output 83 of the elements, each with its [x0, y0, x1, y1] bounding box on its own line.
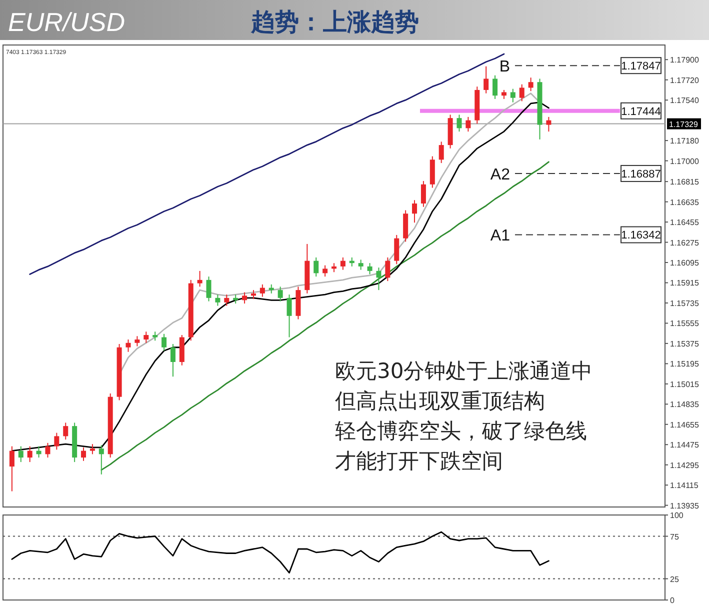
- candlestick: [126, 339, 131, 352]
- candlestick: [45, 442, 50, 458]
- ref-line-label: 1.16887: [621, 168, 661, 180]
- ref-line-label: 1.17847: [621, 60, 661, 73]
- candlestick: [492, 74, 498, 100]
- candlestick: [162, 333, 167, 352]
- y-tick-label: 1.15195: [670, 360, 700, 369]
- y-tick-label: 1.16635: [670, 198, 700, 207]
- y-tick-label: 1.16275: [670, 238, 700, 248]
- annotation: 才能打开下跌空间: [335, 449, 503, 473]
- y-tick-label: 1.14655: [670, 420, 700, 430]
- candlestick: [81, 446, 86, 462]
- y-tick-label: 1.15915: [670, 278, 700, 288]
- candlestick: [63, 422, 68, 440]
- y-tick-label: 100: [670, 511, 684, 520]
- candlestick: [466, 116, 471, 132]
- y-tick-label: 1.14115: [670, 481, 699, 490]
- candlestick: [278, 286, 283, 302]
- annotation: 欧元30分钟处于上涨通道中: [335, 359, 593, 383]
- y-tick-label: 1.13935: [670, 501, 700, 510]
- candlestick: [358, 259, 364, 270]
- candlestick: [456, 114, 462, 132]
- y-tick-label: 1.15735: [670, 298, 700, 308]
- candlestick: [27, 446, 32, 463]
- candlestick: [242, 292, 248, 304]
- candlestick: [420, 180, 426, 208]
- candlestick: [412, 200, 418, 224]
- candlestick: [510, 88, 516, 103]
- candlestick: [224, 294, 230, 306]
- candlestick: [314, 256, 319, 278]
- candlestick: [286, 294, 292, 338]
- candlestick: [90, 444, 95, 455]
- y-tick-label: 1.17180: [670, 136, 700, 146]
- y-tick-label: 1.17000: [670, 156, 700, 166]
- candlestick: [519, 84, 524, 102]
- candlestick: [438, 141, 444, 164]
- candlestick: [9, 446, 14, 492]
- annotation: A1: [490, 228, 510, 245]
- ref-line-label: 1.16342: [621, 230, 661, 242]
- line-series: [11, 531, 550, 574]
- candlestick: [260, 284, 265, 298]
- ref-line-label: 1.17444: [621, 106, 661, 118]
- y-tick-label: 75: [670, 532, 680, 542]
- candlestick: [170, 344, 176, 378]
- y-tick-label: 1.16815: [670, 178, 700, 187]
- candlestick: [528, 77, 534, 92]
- candlestick: [376, 267, 382, 291]
- candlestick: [385, 256, 390, 282]
- candlestick: [484, 66, 489, 94]
- annotation: A2: [490, 166, 510, 184]
- candlestick: [98, 444, 104, 475]
- y-tick-label: 1.14295: [670, 460, 700, 470]
- y-tick-label: 1.15375: [670, 339, 700, 348]
- candlestick: [206, 276, 212, 302]
- annotation: B: [499, 58, 510, 76]
- annotation: 轻仓博弈空头，破了绿色线: [335, 419, 587, 443]
- candlestick: [18, 446, 24, 463]
- candlestick: [340, 256, 346, 270]
- y-tick-label: 1.14475: [670, 440, 700, 450]
- annotation: 但高点出现双重顶结构: [335, 389, 545, 413]
- y-tick-label: 25: [670, 574, 680, 584]
- y-tick-label: 1.17720: [670, 76, 700, 85]
- y-tick-label: 0: [670, 596, 675, 605]
- chart-title: EUR/USD: [8, 7, 126, 37]
- candlestick: [367, 262, 372, 275]
- y-tick-label: 1.16095: [670, 258, 700, 268]
- y-tick-label: 1.16455: [670, 218, 700, 228]
- y-tick-label: 1.14835: [670, 400, 700, 410]
- candlestick: [134, 336, 140, 347]
- candlestick: [394, 234, 400, 265]
- candlestick: [546, 116, 552, 132]
- y-tick-label: 1.17900: [670, 56, 700, 65]
- candlestick: [322, 264, 328, 278]
- candlestick: [215, 294, 220, 306]
- candlestick: [144, 331, 149, 344]
- y-tick-label: 1.15555: [670, 319, 700, 328]
- candlestick: [54, 432, 60, 450]
- candlestick: [36, 446, 42, 458]
- ref-line-label: 1.17329: [669, 120, 698, 129]
- candlestick: [197, 270, 202, 288]
- y-tick-label: 1.17540: [670, 96, 700, 106]
- chart-subtitle: 趋势：上涨趋势: [250, 8, 419, 36]
- y-tick-label: 1.15015: [670, 380, 700, 389]
